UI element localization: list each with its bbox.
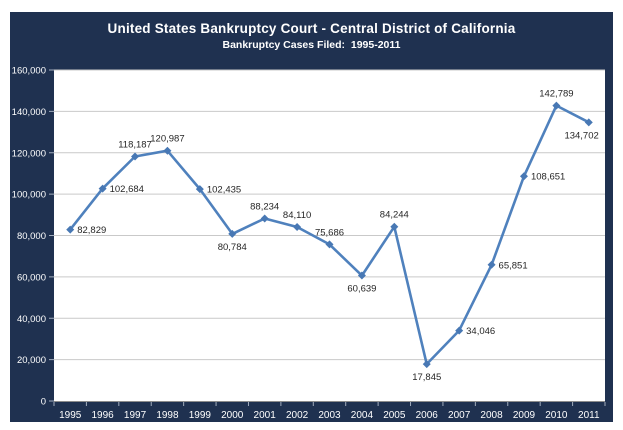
svg-text:0: 0 — [41, 397, 46, 408]
svg-text:1997: 1997 — [124, 410, 147, 421]
svg-text:2007: 2007 — [448, 410, 471, 421]
svg-text:88,234: 88,234 — [250, 201, 279, 212]
svg-text:120,000: 120,000 — [12, 148, 46, 159]
svg-text:17,845: 17,845 — [412, 372, 441, 383]
svg-text:134,702: 134,702 — [564, 130, 598, 141]
svg-text:2009: 2009 — [513, 410, 536, 421]
svg-text:34,046: 34,046 — [466, 326, 495, 337]
svg-text:2001: 2001 — [254, 410, 277, 421]
svg-text:142,789: 142,789 — [539, 89, 573, 100]
svg-text:2010: 2010 — [545, 410, 568, 421]
svg-text:60,000: 60,000 — [17, 272, 46, 283]
svg-text:140,000: 140,000 — [12, 107, 46, 118]
axis-ticks — [49, 69, 606, 406]
svg-text:84,110: 84,110 — [283, 210, 311, 221]
svg-text:1995: 1995 — [59, 410, 82, 421]
svg-text:102,435: 102,435 — [207, 185, 241, 196]
svg-text:80,000: 80,000 — [17, 231, 46, 242]
svg-text:80,784: 80,784 — [218, 242, 247, 253]
svg-text:1999: 1999 — [189, 410, 212, 421]
data-markers — [66, 101, 593, 369]
svg-text:2011: 2011 — [578, 410, 600, 421]
svg-text:2000: 2000 — [221, 410, 244, 421]
svg-text:120,987: 120,987 — [150, 134, 184, 145]
svg-text:2006: 2006 — [416, 410, 439, 421]
svg-text:2004: 2004 — [351, 410, 374, 421]
svg-text:2008: 2008 — [480, 410, 503, 421]
svg-text:2002: 2002 — [286, 410, 309, 421]
svg-text:60,639: 60,639 — [347, 284, 376, 295]
svg-text:65,851: 65,851 — [499, 260, 528, 271]
svg-text:160,000: 160,000 — [12, 66, 46, 77]
svg-text:84,244: 84,244 — [380, 210, 409, 221]
svg-text:40,000: 40,000 — [17, 314, 46, 325]
chart-title: United States Bankruptcy Court - Central… — [107, 21, 516, 36]
svg-text:75,686: 75,686 — [315, 227, 344, 238]
svg-text:1996: 1996 — [91, 410, 114, 421]
svg-text:1998: 1998 — [156, 410, 179, 421]
y-axis-labels: 0 20,000 40,000 60,000 80,000 100,000 120,000 1… — [12, 66, 46, 408]
svg-text:20,000: 20,000 — [17, 355, 46, 366]
svg-text:100,000: 100,000 — [12, 190, 46, 201]
svg-text:82,829: 82,829 — [77, 225, 106, 236]
svg-text:108,651: 108,651 — [531, 172, 565, 183]
svg-text:2003: 2003 — [318, 410, 341, 421]
gridlines — [54, 69, 605, 361]
chart-subtitle: Bankruptcy Cases Filed: 1995-2011 — [222, 39, 401, 51]
svg-text:118,187: 118,187 — [118, 140, 152, 151]
x-axis-labels: 1995 1996 1997 1998 1999 2000 2001 2002 2003 2004… — [59, 410, 600, 421]
svg-text:102,684: 102,684 — [110, 184, 144, 195]
svg-text:2005: 2005 — [383, 410, 406, 421]
